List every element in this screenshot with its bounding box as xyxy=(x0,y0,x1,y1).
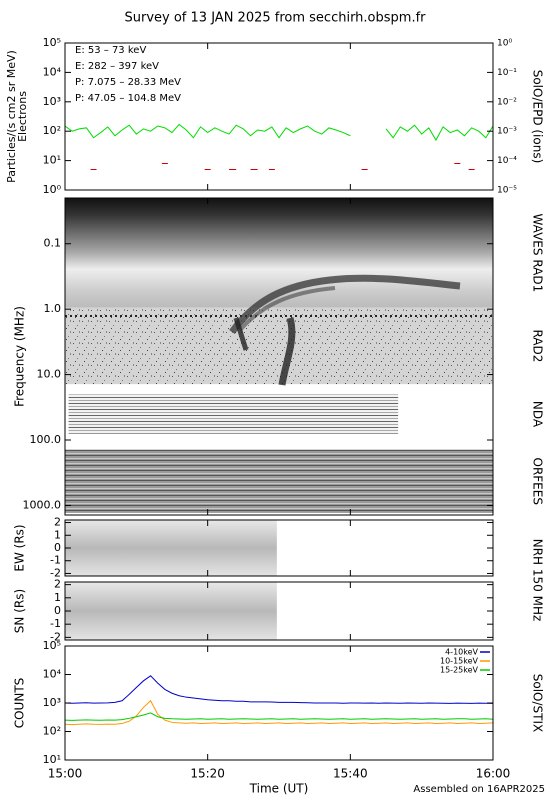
radio-spectrogram xyxy=(65,198,493,640)
x-tick-label: 15:40 xyxy=(333,767,368,781)
y-axis-label: EW (Rs) xyxy=(13,524,27,571)
y-axis-label: COUNTS xyxy=(13,678,27,729)
y-tick-label: -2 xyxy=(50,566,61,579)
radio-burst xyxy=(65,274,493,386)
right-label: SolO/EPD (ions) xyxy=(531,70,545,164)
legend-entry: 4-10keV xyxy=(445,648,478,657)
y-axis-label: Particles/(s cm2 sr MeV) xyxy=(5,50,18,183)
y2-tick-label: 10⁻³ xyxy=(497,127,517,137)
y2-tick-label: 10⁻² xyxy=(497,97,517,107)
band-label: RAD2 xyxy=(531,329,545,362)
y-axis-label: SN (Rs) xyxy=(13,589,27,633)
y-tick-label: 10¹ xyxy=(43,753,61,766)
band-image xyxy=(65,449,493,513)
y-axis-label: Frequency (MHz) xyxy=(13,306,27,407)
band-image xyxy=(65,307,493,385)
y-tick-label: 1.0 xyxy=(44,302,62,315)
y-tick-label: 10⁴ xyxy=(43,668,62,681)
band-image xyxy=(68,394,399,434)
y-tick-label: -2 xyxy=(50,630,61,643)
y-tick-label: -1 xyxy=(50,617,61,630)
y-tick-label: 0.1 xyxy=(44,237,62,250)
panel-frame xyxy=(64,42,494,191)
series-line xyxy=(64,712,494,721)
y-tick-label: 100.0 xyxy=(30,433,62,446)
y-tick-label: 2 xyxy=(54,578,61,591)
y-tick-label: 10² xyxy=(43,725,61,738)
y-tick-label: -1 xyxy=(50,554,61,567)
legend-entry: P: 7.075 – 28.33 MeV xyxy=(75,77,181,88)
y-tick-label: 10⁰ xyxy=(43,183,62,196)
legend-entry: 15-25keV xyxy=(440,666,479,675)
nrh-image xyxy=(65,582,277,640)
y-tick-label: 1000.0 xyxy=(23,498,62,511)
legend-entry: 10-15keV xyxy=(440,657,479,666)
y-tick-label: 10¹ xyxy=(43,154,61,167)
x-axis-label: Time (UT) xyxy=(249,782,309,796)
y2-tick-label: 10⁻⁵ xyxy=(497,186,517,196)
right-label: NRH 150 MHz xyxy=(531,539,545,622)
legend-entry: P: 47.05 – 104.8 MeV xyxy=(75,93,181,104)
y-tick-label: 10⁵ xyxy=(43,36,61,49)
panel-frame xyxy=(64,197,494,516)
legend-entry: E: 282 – 397 keV xyxy=(75,61,159,72)
series-line xyxy=(64,699,494,726)
figure-title: Survey of 13 JAN 2025 from secchirh.obsp… xyxy=(125,11,427,26)
y-tick-label: 0 xyxy=(54,541,61,554)
y2-tick-label: 10⁰ xyxy=(497,39,512,49)
y-tick-label: 10.0 xyxy=(37,368,62,381)
right-label: SolO/STIX xyxy=(531,674,545,733)
x-tick-label: 15:20 xyxy=(190,767,225,781)
y-tick-label: 10⁴ xyxy=(43,65,62,78)
y2-tick-label: 10⁻¹ xyxy=(497,68,517,78)
y-tick-label: 10³ xyxy=(43,95,61,108)
y-axis-label: Electrons xyxy=(16,91,29,142)
y2-tick-label: 10⁻⁴ xyxy=(497,156,517,166)
y-tick-label: 10³ xyxy=(43,696,61,709)
footnote: Assembled on 16APR2025 xyxy=(413,784,545,795)
series-line xyxy=(64,123,494,142)
y-tick-label: 1 xyxy=(54,528,61,541)
series-line xyxy=(64,675,494,704)
y-tick-label: 0 xyxy=(54,604,61,617)
y-tick-label: 10⁵ xyxy=(43,639,61,652)
x-tick-label: 15:00 xyxy=(48,767,83,781)
band-label: ORFEES xyxy=(531,457,545,504)
legend-entry: E: 53 – 73 keV xyxy=(75,45,146,56)
nrh-image xyxy=(65,520,277,576)
series-line xyxy=(90,162,475,170)
y-tick-label: 2 xyxy=(54,516,61,529)
y-tick-label: 10² xyxy=(43,124,61,137)
band-label: WAVES RAD1 xyxy=(531,213,545,292)
y-tick-label: 1 xyxy=(54,591,61,604)
x-tick-label: 16:00 xyxy=(476,767,511,781)
band-label: NDA xyxy=(531,401,545,428)
